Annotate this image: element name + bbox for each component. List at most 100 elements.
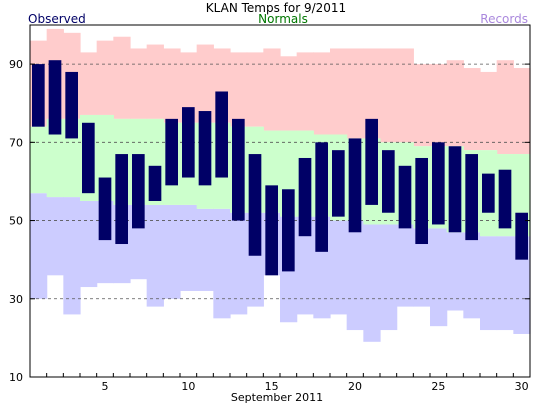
x-tick-label: 10 xyxy=(181,380,195,393)
y-tick-label: 10 xyxy=(9,371,23,384)
observed-bar xyxy=(498,169,512,229)
normal-band xyxy=(46,118,64,198)
x-tick-label: 20 xyxy=(348,380,362,393)
record-high-band xyxy=(380,48,398,143)
normal-band xyxy=(30,126,48,194)
observed-bar xyxy=(398,165,412,229)
record-low-band xyxy=(230,212,248,315)
legend-observed: Observed xyxy=(28,12,86,26)
record-low-band xyxy=(396,224,414,307)
observed-bar xyxy=(432,142,445,225)
record-high-band xyxy=(180,52,198,123)
record-high-band xyxy=(513,68,531,155)
y-tick-label: 30 xyxy=(9,293,23,306)
observed-bar xyxy=(332,150,345,217)
record-low-band xyxy=(463,232,481,319)
record-high-band xyxy=(80,52,98,115)
observed-bar xyxy=(448,146,462,233)
record-high-band xyxy=(146,44,164,119)
record-low-band xyxy=(330,220,348,315)
record-low-band xyxy=(46,197,64,276)
x-tick-label: 30 xyxy=(515,380,529,393)
y-tick-label: 70 xyxy=(9,136,23,149)
observed-bar xyxy=(348,138,362,233)
record-low-band xyxy=(296,216,314,315)
record-low-band xyxy=(196,208,214,291)
observed-bar xyxy=(382,150,395,213)
axis-layer: 10 30 50 70 90 5 10 15 20 25 30 xyxy=(9,58,530,393)
observed-bar xyxy=(248,154,262,256)
record-low-band xyxy=(480,236,498,331)
x-tick-label: 25 xyxy=(431,380,445,393)
record-low-band xyxy=(30,193,48,299)
observed-bar xyxy=(415,157,428,245)
record-low-band xyxy=(413,228,431,307)
observed-bar xyxy=(365,118,378,205)
record-high-band xyxy=(330,48,348,135)
record-low-band xyxy=(363,224,381,342)
record-high-band xyxy=(313,52,331,135)
record-low-band xyxy=(496,236,514,331)
observed-bar xyxy=(132,154,145,229)
observed-bar xyxy=(215,91,228,178)
observed-bar xyxy=(182,107,195,178)
observed-bar xyxy=(282,189,295,272)
record-high-band xyxy=(446,60,464,147)
observed-bar xyxy=(265,185,278,276)
record-low-band xyxy=(513,236,531,334)
x-tick-label: 15 xyxy=(265,380,279,393)
record-high-band xyxy=(346,48,364,139)
record-low-band xyxy=(380,224,398,331)
record-low-band xyxy=(213,208,231,319)
y-tick-label: 50 xyxy=(9,215,23,228)
record-high-band xyxy=(363,48,381,139)
observed-bar xyxy=(165,118,178,186)
observed-bar xyxy=(98,177,112,241)
record-high-band xyxy=(163,48,181,123)
observed-bar xyxy=(48,60,62,135)
observed-bar xyxy=(315,142,328,252)
x-tick-label: 5 xyxy=(102,380,109,393)
record-high-band xyxy=(396,48,414,143)
record-low-band xyxy=(446,232,464,311)
record-high-band xyxy=(413,64,431,147)
record-high-band xyxy=(430,64,448,147)
record-low-band xyxy=(146,204,164,307)
record-low-band xyxy=(430,228,448,327)
record-high-band xyxy=(463,68,481,151)
record-high-band xyxy=(263,48,281,131)
record-high-band xyxy=(130,48,148,119)
record-low-band xyxy=(346,220,364,331)
y-tick-label: 90 xyxy=(9,58,23,71)
legend-records: Records xyxy=(480,12,528,26)
observed-bar xyxy=(482,173,495,213)
observed-bar xyxy=(82,122,95,194)
observed-bar xyxy=(465,154,478,241)
record-high-band xyxy=(296,52,314,131)
observed-bar xyxy=(298,157,312,237)
x-axis-label: September 2011 xyxy=(231,391,323,404)
observed-bar xyxy=(115,154,128,245)
record-high-band xyxy=(280,56,298,131)
record-low-band xyxy=(163,204,181,299)
grid-layer xyxy=(30,63,530,300)
record-high-band xyxy=(113,36,131,119)
observed-bar xyxy=(232,118,245,221)
observed-layer xyxy=(32,60,528,276)
record-low-band xyxy=(63,197,81,315)
record-high-band xyxy=(496,60,514,155)
chart-title: KLAN Temps for 9/2011 xyxy=(206,1,346,15)
record-high-band xyxy=(480,71,498,151)
record-high-band xyxy=(96,40,114,115)
legend-normals: Normals xyxy=(258,12,308,26)
record-low-band xyxy=(80,201,98,288)
observed-bar xyxy=(515,212,528,260)
record-high-band xyxy=(246,52,264,127)
observed-bar xyxy=(148,165,162,201)
observed-bar xyxy=(32,64,45,127)
record-high-band xyxy=(230,52,248,127)
observed-bar xyxy=(65,71,78,139)
record-low-band xyxy=(180,204,198,291)
observed-bar xyxy=(198,111,212,186)
